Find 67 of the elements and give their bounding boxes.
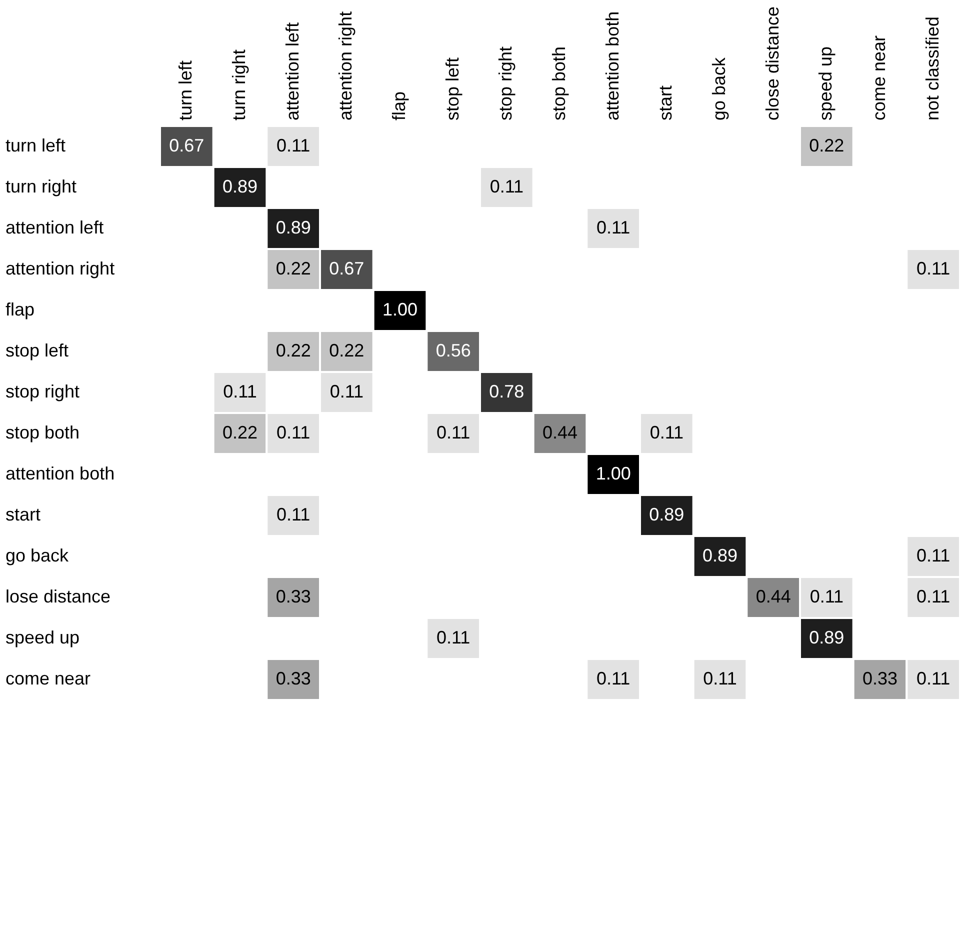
x-tick-label: stop right — [496, 46, 516, 120]
x-tick-label: attention left — [282, 22, 302, 120]
x-tick-label: go back — [709, 56, 729, 120]
data-label: 0.11 — [916, 586, 950, 606]
data-label: 1.00 — [596, 464, 631, 484]
y-tick-label: flap — [6, 300, 35, 320]
y-tick-label: lose distance — [6, 586, 111, 606]
x-tick-label: stop both — [549, 46, 569, 120]
y-tick-label: attention both — [6, 464, 115, 484]
data-label: 0.11 — [436, 422, 470, 442]
data-label: 0.33 — [276, 586, 311, 606]
y-tick-label: speed up — [6, 628, 80, 648]
y-tick-label: stop right — [6, 382, 80, 402]
data-label: 0.44 — [756, 586, 791, 606]
x-tick-label: turn right — [229, 49, 249, 120]
data-label: 0.89 — [702, 546, 738, 566]
y-tick-label: start — [6, 504, 41, 524]
data-label: 0.22 — [276, 258, 311, 278]
data-label: 0.67 — [169, 136, 204, 156]
x-tick-label: not classified — [922, 16, 942, 120]
data-label: 0.11 — [916, 546, 950, 566]
data-label: 0.56 — [436, 340, 471, 360]
y-tick-label: attention left — [6, 218, 104, 238]
data-label: 0.22 — [276, 340, 311, 360]
y-tick-label: turn right — [6, 176, 77, 196]
y-tick-label: stop left — [6, 340, 69, 360]
y-tick-label: turn left — [6, 136, 66, 156]
data-label: 0.11 — [223, 382, 257, 402]
data-label: 0.11 — [650, 422, 684, 442]
data-label: 0.22 — [809, 136, 844, 156]
y-tick-label: stop both — [6, 422, 80, 442]
data-label: 0.11 — [330, 382, 364, 402]
data-label: 1.00 — [382, 300, 418, 320]
data-label: 0.11 — [916, 668, 950, 688]
data-label: 0.11 — [490, 176, 524, 196]
x-tick-label: come near — [869, 35, 889, 120]
data-label: 0.11 — [276, 422, 310, 442]
data-label: 0.11 — [596, 668, 630, 688]
data-label: 0.11 — [596, 218, 630, 238]
data-label: 0.78 — [489, 382, 524, 402]
x-tick-label: close distance — [762, 6, 782, 120]
data-label: 0.11 — [276, 136, 310, 156]
data-label: 0.11 — [810, 586, 844, 606]
data-label: 0.11 — [916, 258, 950, 278]
y-tick-label: attention right — [6, 258, 115, 278]
x-tick-label: speed up — [816, 46, 836, 120]
y-tick-label: come near — [6, 668, 91, 688]
data-label: 0.89 — [809, 628, 844, 648]
data-label: 0.11 — [703, 668, 737, 688]
data-label: 0.33 — [276, 668, 311, 688]
y-tick-label: go back — [6, 546, 70, 566]
x-tick-label: start — [656, 85, 676, 120]
data-label: 0.11 — [436, 628, 470, 648]
data-label: 0.11 — [276, 504, 310, 524]
x-tick-label: attention right — [336, 11, 356, 120]
x-tick-label: attention both — [602, 11, 622, 120]
data-label: 0.89 — [276, 218, 311, 238]
data-label: 0.89 — [222, 176, 258, 196]
data-label: 0.22 — [329, 340, 364, 360]
x-tick-label: turn left — [176, 60, 196, 120]
data-label: 0.22 — [222, 422, 258, 442]
data-label: 0.33 — [862, 668, 898, 688]
data-label: 0.67 — [329, 258, 364, 278]
data-label: 0.89 — [649, 504, 684, 524]
x-tick-label: stop left — [442, 57, 462, 120]
x-tick-label: flap — [389, 91, 409, 120]
data-label: 0.44 — [542, 422, 578, 442]
